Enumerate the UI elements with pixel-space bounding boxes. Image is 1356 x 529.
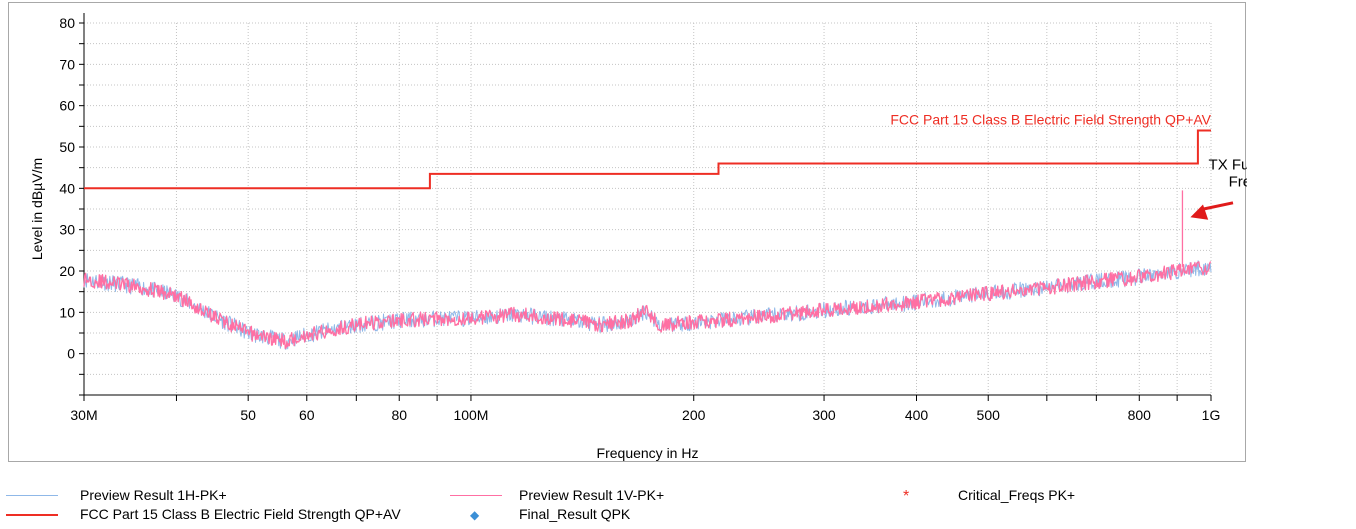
x-tick-label: 500 <box>977 407 1001 423</box>
chart-frame: 0 10 20 30 40 50 60 70 80 30M 50 60 80 100M 200 300 400 5… <box>8 2 1247 462</box>
y-tick-label: 0 <box>67 346 75 362</box>
y-tick-label: 20 <box>59 263 75 279</box>
x-tick-label: 800 <box>1128 407 1152 423</box>
emission-chart: 0 10 20 30 40 50 60 70 80 30M 50 60 80 100M 200 300 400 5… <box>29 13 1247 461</box>
legend-swatch-1h <box>6 495 58 496</box>
y-tick-label: 30 <box>59 222 75 238</box>
y-tick-label: 50 <box>59 139 75 155</box>
annotation-arrow-head <box>1190 204 1209 220</box>
x-tick-label: 1G <box>1202 407 1221 423</box>
legend-diamond-icon: ◆ <box>470 508 480 522</box>
legend-label-1h: Preview Result 1H-PK+ <box>80 487 227 503</box>
y-tick-label: 60 <box>59 98 75 114</box>
y-axis-label: Level in dBµV/m <box>29 158 45 260</box>
x-tick-label: 300 <box>812 407 836 423</box>
y-tick-label: 10 <box>59 304 75 320</box>
x-tick-label: 60 <box>299 407 315 423</box>
legend-label-final: Final_Result QPK <box>519 506 631 522</box>
annotation-line-2: Frequency <box>1229 173 1247 190</box>
y-tick-label: 80 <box>59 15 75 31</box>
legend-label-limit: FCC Part 15 Class B Electric Field Stren… <box>80 506 401 522</box>
x-tick-label: 400 <box>905 407 929 423</box>
x-tick-label: 30M <box>70 407 97 423</box>
limit-label: FCC Part 15 Class B Electric Field Stren… <box>890 111 1211 127</box>
legend-swatch-1v <box>450 495 502 496</box>
trace-1v <box>83 261 1212 349</box>
y-tick-label: 40 <box>59 180 75 196</box>
annotation-arrow-shaft <box>1202 201 1234 211</box>
legend-swatch-limit <box>6 514 58 516</box>
annotation-line-1: TX Fundamental <box>1209 157 1247 174</box>
legend-star-icon: * <box>903 488 910 505</box>
limit-line <box>84 129 1211 190</box>
x-tick-label: 50 <box>240 407 256 423</box>
x-tick-label: 200 <box>682 407 706 423</box>
x-tick-label: 80 <box>391 407 407 423</box>
x-tick-label: 100M <box>453 407 488 423</box>
legend-label-1v: Preview Result 1V-PK+ <box>519 487 665 503</box>
y-tick-label: 70 <box>59 56 75 72</box>
legend-label-critical: Critical_Freqs PK+ <box>958 487 1076 503</box>
x-axis-label: Frequency in Hz <box>597 445 699 461</box>
